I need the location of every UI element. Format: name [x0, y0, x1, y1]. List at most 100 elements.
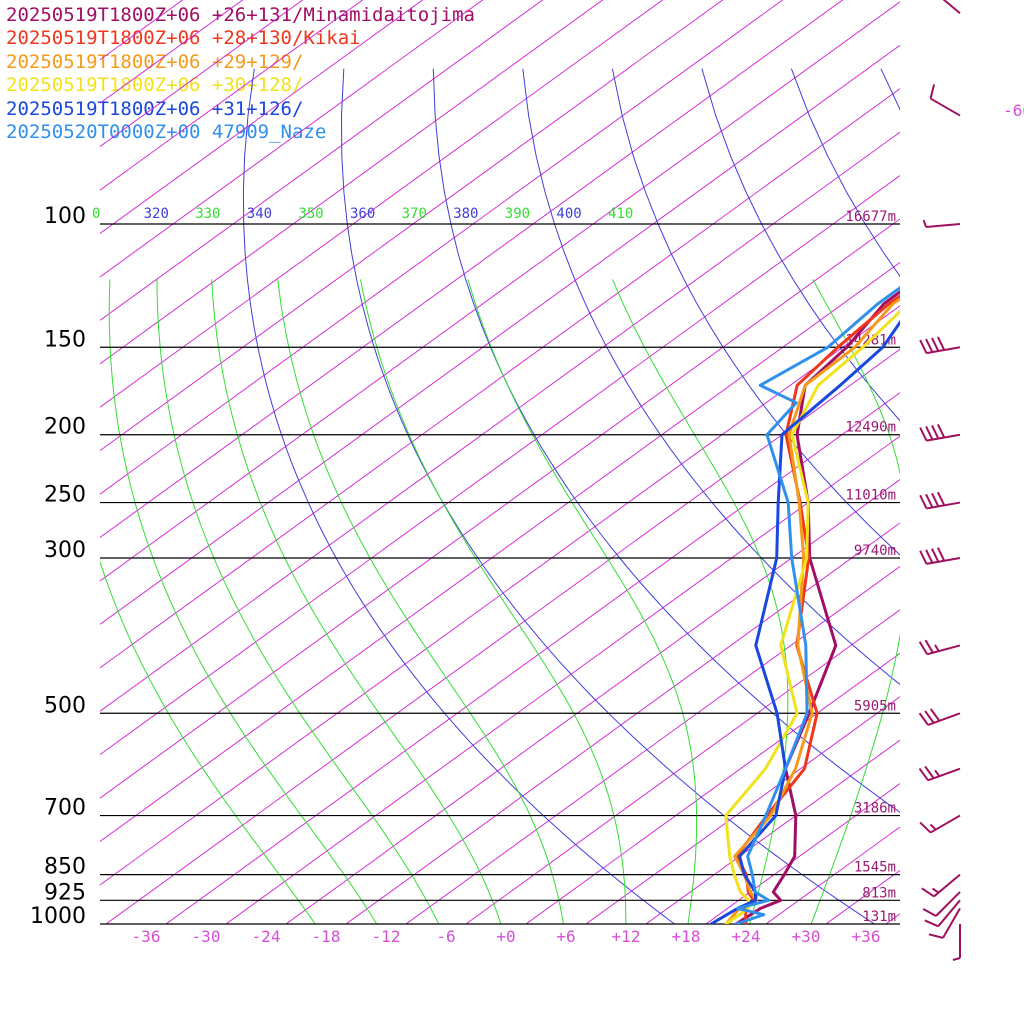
- theta-label: 370: [402, 206, 427, 222]
- height-label: 9740m: [854, 543, 896, 559]
- x-tick-label: +18: [672, 927, 701, 946]
- isotherm-line: [100, 261, 900, 843]
- isobar-grid: [100, 223, 900, 925]
- moist-adiabat-line: [100, 560, 316, 924]
- isotherm-line: [225, 435, 900, 924]
- moist-adiabat-line: [108, 279, 378, 924]
- pressure-label: 100: [44, 204, 86, 229]
- height-label: 12490m: [845, 420, 896, 436]
- wind-barb: [952, 924, 961, 961]
- legend-entry: 20250520T0000Z+00 47909_Naze: [6, 121, 327, 144]
- series-line: [734, 290, 900, 924]
- theta-label: 320: [144, 206, 169, 222]
- wind-barb: [918, 639, 961, 656]
- isotherm-line: [285, 479, 900, 924]
- height-label: 3186m: [854, 801, 896, 817]
- dry-adiabat-line: [242, 68, 676, 924]
- legend-entry: 20250519T1800Z+06 +29+129/: [6, 50, 304, 73]
- wind-barb: [919, 491, 961, 510]
- x-tick-label: -24: [252, 927, 281, 946]
- moist-adiabat-line: [277, 279, 564, 924]
- pressure-label: 850: [44, 855, 86, 880]
- dry-adiabat-line: [790, 68, 900, 278]
- dry-adiabat-line: [611, 68, 900, 556]
- x-tick-label: +36: [852, 927, 881, 946]
- isotherm-line: [100, 1, 900, 582]
- isotherm-line: [105, 348, 900, 924]
- isotherm-line: [100, 175, 900, 756]
- wind-barb: [922, 891, 961, 917]
- height-label: 11010m: [845, 488, 896, 504]
- series-line: [724, 297, 900, 924]
- pressure-label: 700: [44, 796, 86, 821]
- theta-label: 330: [195, 206, 220, 222]
- isotherm-line: [100, 305, 900, 886]
- isotherm-label: -66: [1003, 101, 1024, 120]
- wind-barbs: [918, 0, 961, 961]
- isotherm-line: [825, 869, 900, 924]
- isotherm-line: [885, 913, 900, 924]
- wind-barb: [924, 899, 961, 928]
- x-tick-label: +12: [612, 927, 641, 946]
- height-label: 813m: [862, 885, 896, 901]
- isotherm-line: [100, 0, 244, 104]
- isotherm-line: [100, 0, 304, 148]
- height-label: 1545m: [854, 860, 896, 876]
- dry-adiabat-line: [522, 68, 900, 686]
- height-label: 131m: [862, 909, 896, 925]
- dry-adiabat-grid: [242, 68, 1024, 939]
- wind-barb: [922, 219, 961, 228]
- dry-adiabat-line: [971, 69, 1024, 939]
- series-line: [734, 285, 900, 924]
- isotherm-line: [100, 0, 604, 365]
- isotherm-line: [465, 609, 900, 924]
- isotherm-line: [100, 0, 784, 495]
- theta-label: 380: [453, 206, 478, 222]
- isotherm-line: [100, 0, 184, 61]
- theta-label: 360: [350, 206, 375, 222]
- sounding-series: [709, 285, 900, 924]
- x-tick-label: -18: [312, 927, 341, 946]
- moist-adiabat-line: [360, 279, 627, 924]
- theta-label: 410: [608, 206, 633, 222]
- dry-adiabat-line: [432, 68, 900, 813]
- isotherm-line: [100, 131, 900, 712]
- isotherm-line: [100, 88, 900, 669]
- pressure-label: 150: [44, 327, 86, 352]
- isotherm-line: [345, 522, 900, 924]
- isotherm-line: [100, 0, 364, 191]
- isotherm-line: [405, 565, 900, 924]
- theta-label: 0: [92, 206, 100, 222]
- isotherm-line: [100, 44, 900, 625]
- legend: 20250519T1800Z+06 +26+131/Minamidaitojim…: [6, 4, 475, 144]
- dry-adiabat-line: [340, 68, 876, 924]
- wind-barb: [919, 547, 961, 565]
- moist-adiabat-line: [810, 279, 900, 924]
- x-tick-label: -36: [132, 927, 161, 946]
- isotherm-line: [645, 739, 900, 924]
- theta-label: 350: [298, 206, 323, 222]
- theta-label: 340: [247, 206, 272, 222]
- wind-barb: [919, 336, 961, 355]
- x-tick-label: -6: [436, 927, 455, 946]
- pressure-label: 500: [44, 693, 86, 718]
- x-tick-label: -12: [372, 927, 401, 946]
- pressure-label: 925: [44, 880, 86, 905]
- x-tick-label: +24: [732, 927, 761, 946]
- isotherm-line: [100, 0, 664, 408]
- wind-barb: [928, 907, 961, 939]
- height-label: 16677m: [845, 209, 896, 225]
- wind-barb: [919, 423, 961, 442]
- x-tick-label: +0: [496, 927, 515, 946]
- isotherm-grid: [100, 0, 900, 924]
- isotherm-line: [100, 218, 900, 799]
- isotherm-line: [165, 392, 900, 924]
- series-line: [724, 309, 900, 924]
- moist-adiabat-line: [156, 279, 440, 924]
- theta-label: 390: [505, 206, 530, 222]
- isotherm-line: [100, 0, 844, 539]
- pressure-label: 300: [44, 538, 86, 563]
- isotherm-line: [585, 696, 900, 924]
- x-tick-label: -30: [192, 927, 221, 946]
